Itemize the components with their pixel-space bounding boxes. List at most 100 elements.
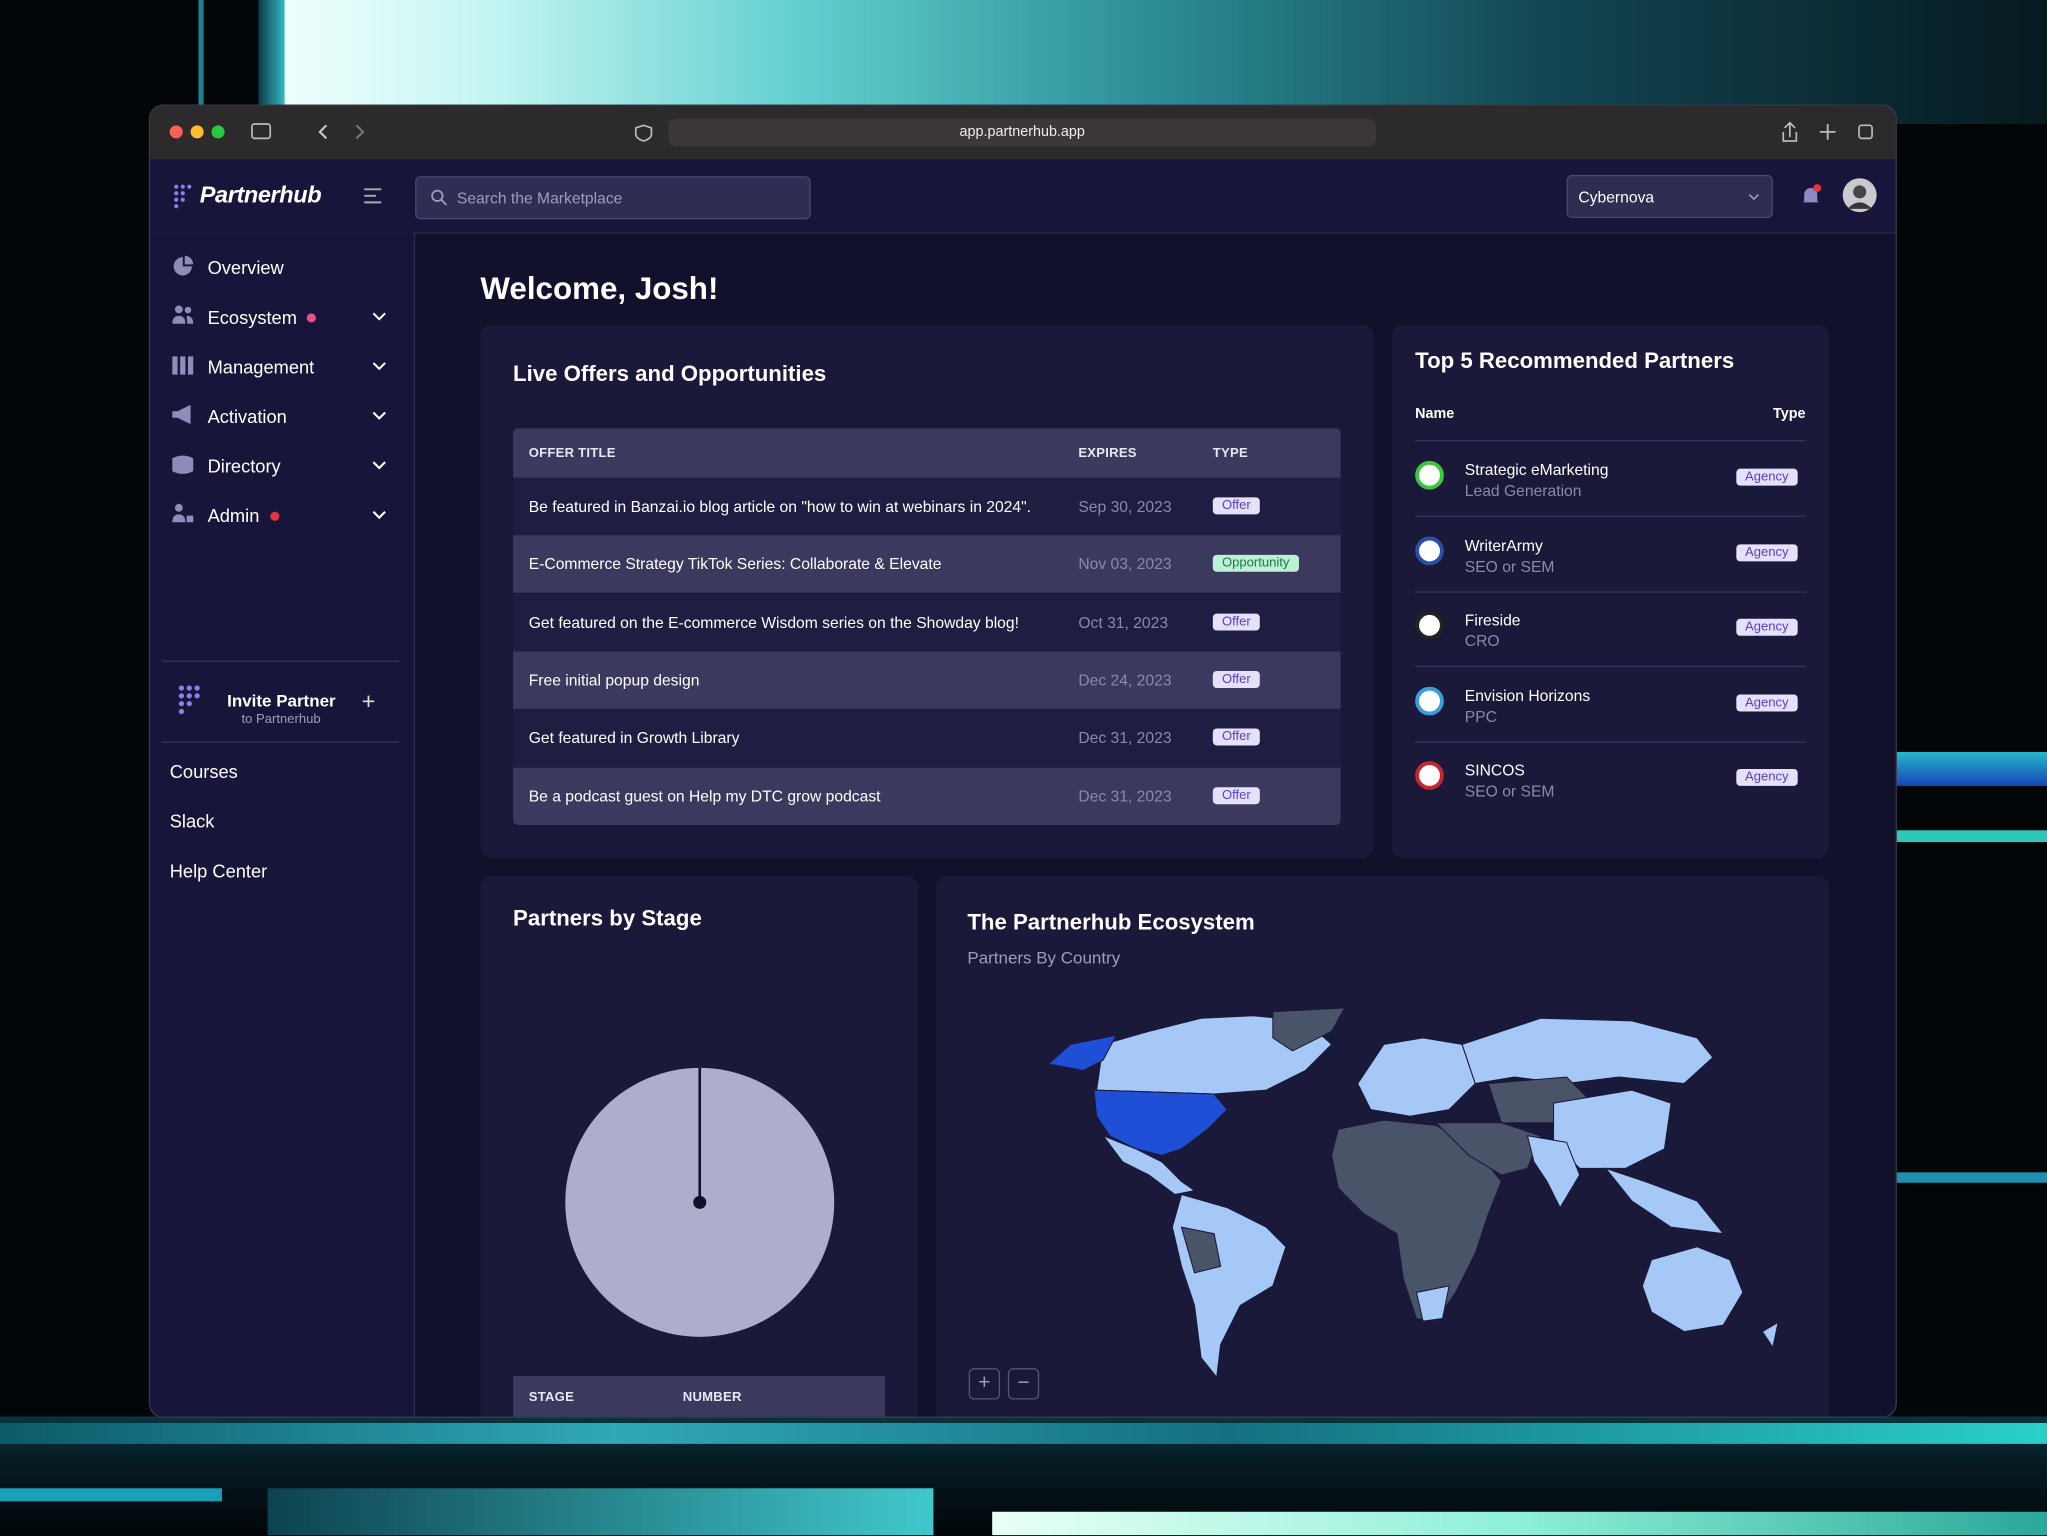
address-bar[interactable]: app.partnerhub.app	[668, 118, 1376, 147]
map-region[interactable]	[1641, 1246, 1744, 1333]
workspace-name: Cybernova	[1578, 187, 1655, 207]
offer-expires: Dec 24, 2023	[1078, 670, 1172, 690]
map-region[interactable]	[1461, 1017, 1714, 1085]
nav-item[interactable]: Ecosystem	[150, 296, 414, 335]
notifications-button[interactable]	[1799, 184, 1822, 207]
browser-toolbar-icons	[251, 121, 1873, 142]
offer-row[interactable]: Get featured in Growth Library Dec 31, 20…	[513, 709, 1341, 767]
nav-item[interactable]: Admin	[150, 495, 414, 534]
new-tab-button[interactable]	[1819, 124, 1836, 140]
search-box[interactable]: Search the Marketplace	[415, 176, 811, 220]
nav-icon	[172, 305, 194, 324]
card-subtitle: Partners By Country	[967, 947, 1121, 968]
workspace-select[interactable]: Cybernova	[1566, 174, 1773, 219]
zoom-out-button[interactable]: −	[1007, 1368, 1040, 1400]
map-region[interactable]	[1093, 1089, 1228, 1156]
partner-name: WriterArmy	[1464, 536, 1543, 555]
chevron-shape	[372, 411, 386, 420]
forward-button[interactable]	[355, 124, 365, 140]
sidebar-link[interactable]: Help Center	[169, 860, 268, 882]
sidebar-link[interactable]: Courses	[169, 761, 238, 782]
nav-chevron	[372, 511, 386, 520]
card-title: Partners by Stage	[513, 906, 702, 931]
offer-row[interactable]: Free initial popup design Dec 24, 2023 Off…	[513, 651, 1341, 709]
map-region[interactable]	[1526, 1135, 1581, 1209]
nav-chevron	[372, 312, 386, 321]
invite-icon	[178, 685, 200, 715]
partner-row[interactable]: Envision Horizons PPC Agency	[1415, 667, 1806, 743]
nav-item[interactable]: Management	[150, 346, 414, 385]
partner-logo	[1415, 536, 1444, 565]
map-region[interactable]	[1761, 1321, 1779, 1349]
type-badge: Opportunity	[1212, 555, 1299, 573]
map-region[interactable]	[1357, 1037, 1476, 1117]
zoom-button[interactable]	[211, 125, 225, 139]
chevron-shape	[372, 312, 386, 321]
column-header: TYPE	[1212, 446, 1248, 461]
offer-title: E-Commerce Strategy TikTok Series: Colla…	[528, 555, 942, 574]
logo-dot	[178, 693, 185, 699]
back-button[interactable]	[318, 124, 328, 140]
share-button[interactable]	[1782, 121, 1798, 142]
partner-row[interactable]: WriterArmy SEO or SEM Agency	[1415, 516, 1806, 593]
offer-row[interactable]: Be featured in Banzai.io blog article on…	[513, 477, 1341, 536]
tabs-button[interactable]	[1858, 124, 1873, 140]
offer-row[interactable]: Get featured on the E-commerce Wisdom se…	[513, 593, 1341, 651]
type-badge: Agency	[1735, 468, 1798, 486]
divider	[1415, 439, 1806, 442]
offer-expires: Oct 31, 2023	[1078, 613, 1169, 632]
column-header: Type	[1773, 406, 1806, 422]
offer-title: Get featured on the E-commerce Wisdom se…	[528, 613, 1019, 632]
card-title: The Partnerhub Ecosystem	[967, 909, 1255, 935]
invite-partner[interactable]: Invite Partner to Partnerhub +	[162, 670, 400, 735]
type-badge: Offer	[1212, 728, 1260, 746]
menu-button[interactable]	[364, 188, 382, 204]
sidebar-link[interactable]: Slack	[169, 810, 215, 832]
card-title: Top 5 Recommended Partners	[1415, 348, 1735, 374]
minimize-button[interactable]	[190, 125, 204, 139]
partner-row[interactable]: SINCOS SEO or SEM Agency	[1415, 742, 1805, 816]
nav-item[interactable]: Overview	[150, 247, 414, 286]
nav-item[interactable]: Activation	[150, 396, 414, 435]
map-region[interactable]	[1180, 1226, 1222, 1274]
nav-item[interactable]: Directory	[150, 445, 414, 484]
partner-row[interactable]: Strategic eMarketing Lead Generation Agenc…	[1415, 441, 1806, 517]
map-region[interactable]	[1415, 1285, 1450, 1322]
nav-label: Management	[207, 356, 315, 378]
nav-label: Activation	[207, 406, 287, 427]
partner-row[interactable]: Fireside CRO Agency	[1415, 592, 1806, 668]
brand-name[interactable]: Partnerhub	[199, 181, 322, 208]
nav-label: Admin	[207, 505, 260, 527]
map-region[interactable]	[1272, 1007, 1346, 1052]
nav-chevron	[372, 411, 386, 420]
nav-label: Directory	[207, 455, 281, 477]
bg-line	[258, 0, 285, 108]
world-map[interactable]	[936, 876, 1829, 1416]
nav-icon	[172, 404, 191, 425]
nav-icon-shape	[172, 404, 191, 425]
user-avatar[interactable]	[1842, 178, 1877, 213]
logo-dot	[194, 685, 200, 691]
zoom-in-button[interactable]: +	[968, 1368, 1001, 1400]
sidebar-toggle[interactable]	[251, 123, 272, 140]
nav-chevron	[372, 362, 386, 371]
offer-title: Be featured in Banzai.io blog article on…	[528, 497, 1032, 516]
nav-label: Overview	[207, 257, 284, 279]
close-button[interactable]	[169, 125, 183, 139]
partner-logo	[1415, 611, 1444, 640]
map-region[interactable]	[1171, 1193, 1287, 1379]
privacy-icon	[634, 124, 653, 142]
divider	[161, 741, 400, 743]
map-region[interactable]	[1101, 1134, 1196, 1196]
offer-expires: Nov 03, 2023	[1078, 555, 1172, 574]
logo-dot	[194, 693, 200, 699]
map-region[interactable]	[1047, 1034, 1118, 1072]
chevron-shape	[372, 362, 386, 371]
nav-label: Ecosystem	[207, 306, 297, 328]
offer-row[interactable]: E-Commerce Strategy TikTok Series: Colla…	[513, 535, 1341, 594]
offer-row[interactable]: Be a podcast guest on Help my DTC grow p…	[513, 766, 1341, 825]
map-region[interactable]	[1604, 1167, 1725, 1235]
type-badge: Agency	[1735, 694, 1798, 712]
nav-icon	[172, 503, 194, 523]
